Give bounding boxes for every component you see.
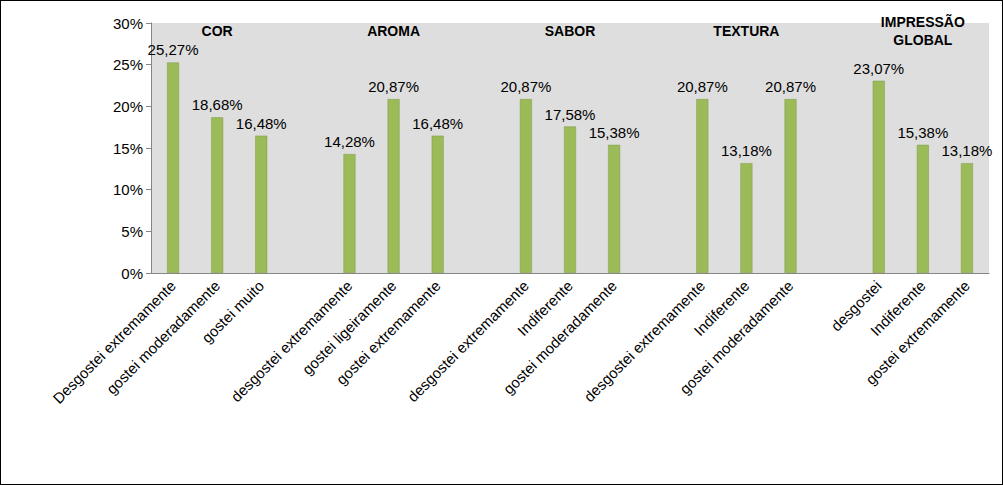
svg-text:30%: 30% (113, 15, 143, 32)
svg-text:13,18%: 13,18% (942, 142, 993, 159)
svg-text:Indiferente: Indiferente (866, 277, 929, 340)
svg-text:15%: 15% (113, 140, 143, 157)
svg-text:15,38%: 15,38% (897, 124, 948, 141)
svg-text:14,28%: 14,28% (324, 133, 375, 150)
svg-text:16,48%: 16,48% (236, 115, 287, 132)
svg-text:Indiferente: Indiferente (513, 277, 576, 340)
svg-text:15,38%: 15,38% (589, 124, 640, 141)
svg-text:0%: 0% (121, 265, 143, 282)
svg-text:gostei extremamente: gostei extremamente (332, 277, 444, 388)
svg-text:desgostei extremamente: desgostei extremamente (227, 277, 356, 405)
svg-text:desgostei: desgostei (827, 277, 885, 335)
svg-text:Indiferente: Indiferente (690, 277, 753, 340)
svg-text:gostei ligeiramente: gostei ligeiramente (298, 277, 400, 378)
svg-text:gostei extremamente: gostei extremamente (862, 277, 973, 388)
svg-text:20,87%: 20,87% (500, 78, 551, 95)
svg-text:Desgostei extremamente: Desgostei extremamente (49, 277, 180, 407)
svg-text:18,68%: 18,68% (192, 96, 243, 113)
svg-text:25%: 25% (113, 56, 143, 73)
svg-text:desgostei extremamente: desgostei extremamente (403, 277, 532, 405)
svg-text:gostei moderadamente: gostei moderadamente (499, 277, 621, 398)
svg-text:gostei moderadamente: gostei moderadamente (676, 277, 796, 397)
svg-text:13,18%: 13,18% (721, 142, 772, 159)
svg-text:25,27%: 25,27% (148, 41, 199, 58)
svg-text:20%: 20% (113, 98, 143, 115)
svg-text:17,58%: 17,58% (545, 106, 596, 123)
svg-text:20,87%: 20,87% (765, 78, 816, 95)
svg-text:IMPRESSÃO: IMPRESSÃO (881, 13, 965, 30)
svg-text:COR: COR (202, 23, 233, 39)
svg-text:gostei muito: gostei muito (198, 277, 267, 346)
svg-text:10%: 10% (113, 181, 143, 198)
svg-text:GLOBAL: GLOBAL (893, 32, 953, 48)
svg-text:desgostei extremamente: desgostei extremamente (580, 277, 709, 405)
svg-text:SABOR: SABOR (545, 23, 596, 39)
svg-text:5%: 5% (121, 223, 143, 240)
svg-text:TEXTURA: TEXTURA (713, 23, 779, 39)
svg-text:16,48%: 16,48% (412, 115, 463, 132)
svg-text:AROMA: AROMA (367, 23, 420, 39)
svg-text:20,87%: 20,87% (677, 78, 728, 95)
svg-text:20,87%: 20,87% (368, 78, 419, 95)
svg-text:23,07%: 23,07% (853, 60, 904, 77)
svg-text:gostei moderadamente: gostei moderadamente (102, 277, 224, 398)
